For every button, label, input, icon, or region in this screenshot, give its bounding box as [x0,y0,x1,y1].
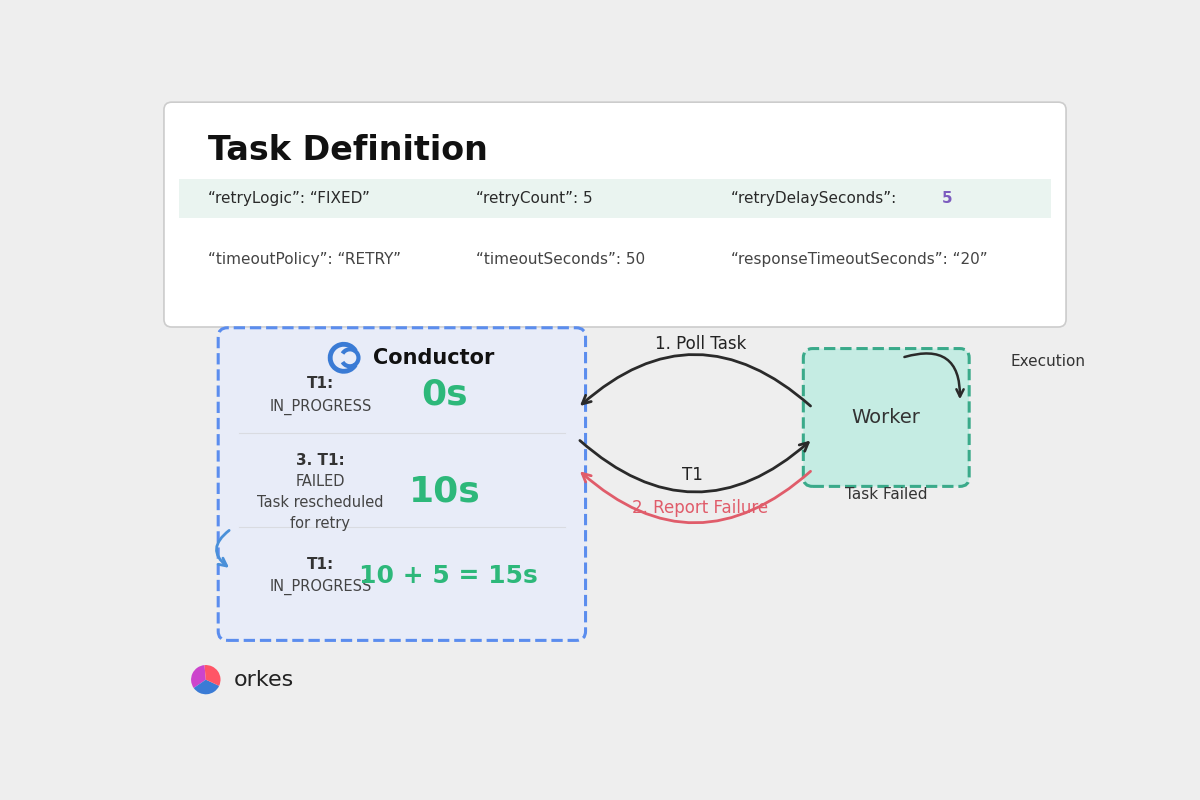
Text: T1: T1 [682,466,703,484]
Text: Execution: Execution [1010,354,1085,369]
FancyArrowPatch shape [582,354,810,406]
Text: T1:: T1: [307,377,334,391]
FancyBboxPatch shape [180,179,1050,218]
Text: “responseTimeoutSeconds”: “20”: “responseTimeoutSeconds”: “20” [731,252,988,266]
Text: 2. Report Failure: 2. Report Failure [632,499,768,517]
Text: 3. T1:: 3. T1: [296,453,344,468]
Text: 1. Poll Task: 1. Poll Task [654,335,746,353]
FancyBboxPatch shape [803,349,970,486]
Text: Task rescheduled: Task rescheduled [257,495,384,510]
Text: FAILED: FAILED [295,474,346,489]
Text: IN_PROGRESS: IN_PROGRESS [269,579,372,595]
Wedge shape [204,665,221,686]
Text: 0s: 0s [421,378,468,412]
Text: 10s: 10s [409,474,480,508]
Text: 10 + 5 = 15s: 10 + 5 = 15s [359,564,538,588]
Text: Worker: Worker [852,408,920,427]
FancyBboxPatch shape [164,102,1066,327]
Text: “timeoutSeconds”: 50: “timeoutSeconds”: 50 [475,252,644,266]
Text: IN_PROGRESS: IN_PROGRESS [269,399,372,415]
FancyArrowPatch shape [580,441,809,492]
Text: Conductor: Conductor [373,348,494,368]
Text: Task Definition: Task Definition [208,134,488,167]
FancyBboxPatch shape [218,328,586,640]
Text: for retry: for retry [290,516,350,531]
Wedge shape [193,680,220,694]
Text: “retryLogic”: “FIXED”: “retryLogic”: “FIXED” [208,191,370,206]
FancyArrowPatch shape [216,530,229,566]
Text: Task Failed: Task Failed [845,486,928,502]
Text: “timeoutPolicy”: “RETRY”: “timeoutPolicy”: “RETRY” [208,252,401,266]
Text: orkes: orkes [234,670,294,690]
Wedge shape [191,665,206,688]
FancyArrowPatch shape [582,471,810,523]
FancyArrowPatch shape [905,354,964,397]
Text: 5: 5 [942,191,953,206]
Text: “retryDelaySeconds”:: “retryDelaySeconds”: [731,191,901,206]
Text: T1:: T1: [307,557,334,572]
Text: “retryCount”: 5: “retryCount”: 5 [475,191,592,206]
